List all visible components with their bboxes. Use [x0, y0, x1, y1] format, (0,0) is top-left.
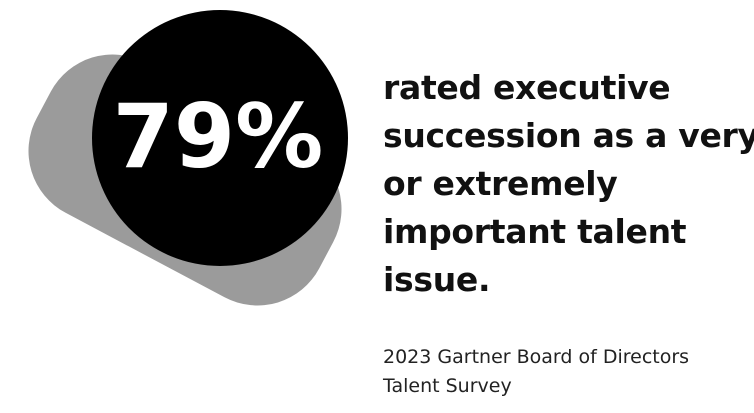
text-line: important talent: [383, 212, 687, 251]
stat: 79%: [113, 85, 324, 188]
text-line: Talent Survey: [383, 375, 512, 397]
text-line: or extremely: [383, 164, 618, 203]
statement: rated executive succession as a very or ex…: [383, 64, 754, 304]
source: 2023 Gartner Board of Directors Talent Su…: [383, 343, 689, 401]
text-line: rated executive: [383, 68, 671, 107]
black-circle: [92, 10, 348, 266]
text-line: succession as a very: [383, 116, 754, 155]
text-line: 2023 Gartner Board of Directors: [383, 346, 690, 368]
text-line: issue.: [383, 260, 491, 299]
